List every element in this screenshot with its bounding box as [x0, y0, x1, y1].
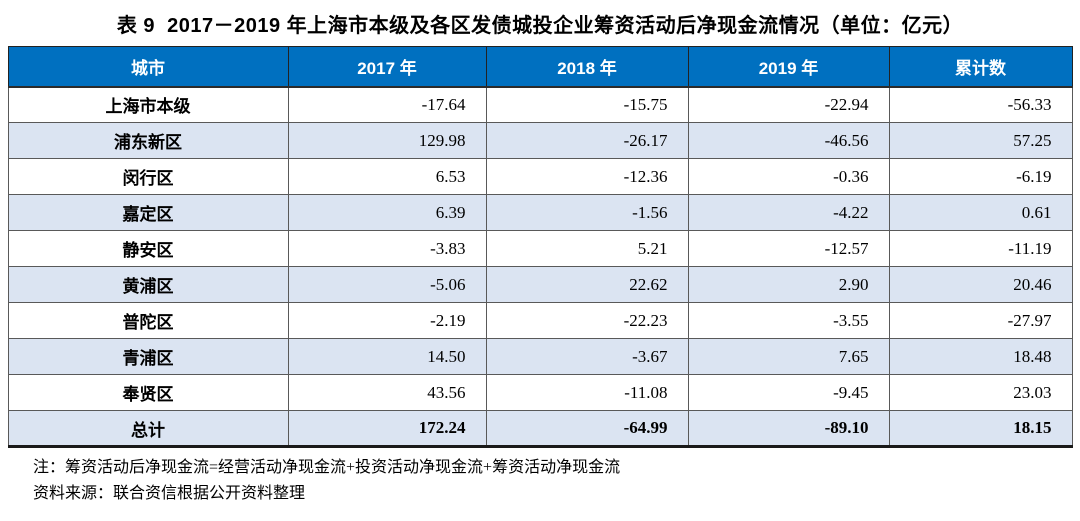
cell-total: 23.03 [888, 374, 1073, 411]
cell-2019: -22.94 [687, 86, 890, 123]
cell-city: 普陀区 [7, 302, 289, 339]
cell-2018: -11.08 [485, 374, 689, 411]
table-row: 闵行区 6.53 -12.36 -0.36 -6.19 [7, 158, 1073, 195]
cell-2019: -12.57 [687, 230, 890, 267]
table-row: 嘉定区 6.39 -1.56 -4.22 0.61 [7, 194, 1073, 231]
cell-total: -6.19 [888, 158, 1073, 195]
column-header-2017: 2017 年 [287, 46, 487, 88]
cell-2017: -5.06 [287, 266, 487, 303]
cell-city: 总计 [7, 410, 289, 447]
cell-2018: -3.67 [485, 338, 689, 375]
header-row: 城市 2017 年 2018 年 2019 年 累计数 [7, 46, 1073, 88]
cell-total: -11.19 [888, 230, 1073, 267]
cell-2018: -26.17 [485, 122, 689, 159]
cell-2018: -64.99 [485, 410, 689, 447]
cell-2019: -89.10 [687, 410, 890, 447]
cell-total: -56.33 [888, 86, 1073, 123]
cell-2017: -17.64 [287, 86, 487, 123]
cell-2019: -0.36 [687, 158, 890, 195]
net-cashflow-table: 城市 2017 年 2018 年 2019 年 累计数 上海市本级 -17.64… [7, 46, 1073, 448]
table-row: 黄浦区 -5.06 22.62 2.90 20.46 [7, 266, 1073, 303]
note-line: 注：筹资活动后净现金流=经营活动净现金流+投资活动净现金流+筹资活动净现金流 [33, 459, 621, 476]
cell-city: 青浦区 [7, 338, 289, 375]
cell-2019: -4.22 [687, 194, 890, 231]
cell-total: 57.25 [888, 122, 1073, 159]
table-row: 普陀区 -2.19 -22.23 -3.55 -27.97 [7, 302, 1073, 339]
cell-2018: -12.36 [485, 158, 689, 195]
cell-2017: -3.83 [287, 230, 487, 267]
cell-2019: 7.65 [687, 338, 890, 375]
column-header-2019: 2019 年 [687, 46, 890, 88]
cell-2019: -3.55 [687, 302, 890, 339]
cell-city: 上海市本级 [7, 86, 289, 123]
cell-2017: 6.53 [287, 158, 487, 195]
total-row: 总计 172.24 -64.99 -89.10 18.15 [7, 410, 1073, 447]
cell-total: 0.61 [888, 194, 1073, 231]
cell-2019: -9.45 [687, 374, 890, 411]
cell-city: 黄浦区 [7, 266, 289, 303]
table-row: 青浦区 14.50 -3.67 7.65 18.48 [7, 338, 1073, 375]
cell-2017: 14.50 [287, 338, 487, 375]
column-header-city: 城市 [7, 46, 289, 88]
cell-city: 浦东新区 [7, 122, 289, 159]
cell-city: 奉贤区 [7, 374, 289, 411]
cell-2018: -15.75 [485, 86, 689, 123]
cell-2019: 2.90 [687, 266, 890, 303]
cell-2018: -1.56 [485, 194, 689, 231]
cell-total: 18.15 [888, 410, 1073, 447]
cell-city: 闵行区 [7, 158, 289, 195]
cell-2018: -22.23 [485, 302, 689, 339]
cell-total: 18.48 [888, 338, 1073, 375]
table-title: 表 9 2017－2019 年上海市本级及各区发债城投企业筹资活动后净现金流情况… [116, 15, 964, 37]
cell-2017: -2.19 [287, 302, 487, 339]
column-header-2018: 2018 年 [485, 46, 689, 88]
cell-2018: 5.21 [485, 230, 689, 267]
footnotes: 注：筹资活动后净现金流=经营活动净现金流+投资活动净现金流+筹资活动净现金流 资… [33, 455, 1080, 507]
cell-city: 嘉定区 [7, 194, 289, 231]
source-line: 资料来源：联合资信根据公开资料整理 [33, 485, 306, 502]
cell-city: 静安区 [7, 230, 289, 267]
table-row: 浦东新区 129.98 -26.17 -46.56 57.25 [7, 122, 1073, 159]
table-row: 静安区 -3.83 5.21 -12.57 -11.19 [7, 230, 1073, 267]
table-row: 上海市本级 -17.64 -15.75 -22.94 -56.33 [7, 86, 1073, 123]
cell-total: 20.46 [888, 266, 1073, 303]
table-row: 奉贤区 43.56 -11.08 -9.45 23.03 [7, 374, 1073, 411]
column-header-total: 累计数 [888, 46, 1073, 88]
cell-2017: 6.39 [287, 194, 487, 231]
cell-2017: 129.98 [287, 122, 487, 159]
cell-2018: 22.62 [485, 266, 689, 303]
cell-total: -27.97 [888, 302, 1073, 339]
cell-2017: 172.24 [287, 410, 487, 447]
cell-2019: -46.56 [687, 122, 890, 159]
cell-2017: 43.56 [287, 374, 487, 411]
